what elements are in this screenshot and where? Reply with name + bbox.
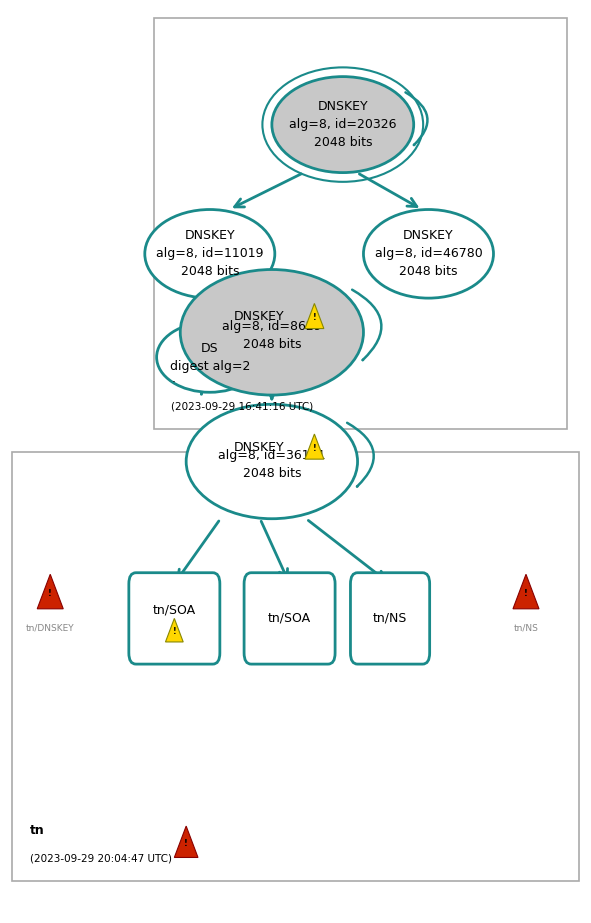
- Text: !: !: [313, 444, 316, 452]
- Polygon shape: [305, 304, 324, 329]
- Text: tn/SOA: tn/SOA: [268, 612, 311, 625]
- Text: alg=8, id=36171
2048 bits: alg=8, id=36171 2048 bits: [218, 449, 326, 480]
- FancyBboxPatch shape: [244, 572, 335, 665]
- Text: DNSKEY: DNSKEY: [233, 310, 284, 323]
- FancyArrowPatch shape: [352, 290, 381, 360]
- Text: tn/SOA: tn/SOA: [153, 604, 196, 617]
- Text: alg=8, id=8629
2048 bits: alg=8, id=8629 2048 bits: [222, 319, 322, 351]
- Text: !: !: [524, 589, 528, 598]
- Text: (2023-09-29 20:04:47 UTC): (2023-09-29 20:04:47 UTC): [30, 854, 171, 863]
- Ellipse shape: [157, 322, 263, 392]
- Text: tn/NS: tn/NS: [514, 624, 538, 633]
- Ellipse shape: [272, 77, 414, 173]
- Text: !: !: [48, 589, 52, 598]
- Ellipse shape: [180, 270, 363, 395]
- Polygon shape: [174, 826, 198, 857]
- Text: !: !: [184, 839, 188, 848]
- Polygon shape: [513, 574, 539, 609]
- Text: DNSKEY
alg=8, id=20326
2048 bits: DNSKEY alg=8, id=20326 2048 bits: [289, 100, 397, 150]
- Text: DS
digest alg=2: DS digest alg=2: [170, 342, 250, 373]
- Text: !: !: [173, 627, 176, 636]
- FancyArrowPatch shape: [347, 423, 374, 486]
- FancyBboxPatch shape: [12, 452, 579, 881]
- FancyBboxPatch shape: [129, 572, 220, 665]
- Polygon shape: [165, 618, 183, 642]
- Polygon shape: [305, 434, 324, 459]
- Ellipse shape: [186, 404, 358, 519]
- Polygon shape: [37, 574, 63, 609]
- Text: (2023-09-29 16:41:16 UTC): (2023-09-29 16:41:16 UTC): [171, 402, 314, 411]
- Text: tn/DNSKEY: tn/DNSKEY: [26, 624, 74, 633]
- Text: tn: tn: [30, 824, 44, 837]
- Ellipse shape: [363, 210, 493, 298]
- Text: DNSKEY
alg=8, id=11019
2048 bits: DNSKEY alg=8, id=11019 2048 bits: [156, 229, 264, 279]
- Text: .: .: [171, 372, 176, 385]
- FancyBboxPatch shape: [154, 18, 567, 429]
- Text: DNSKEY
alg=8, id=46780
2048 bits: DNSKEY alg=8, id=46780 2048 bits: [375, 229, 482, 279]
- FancyBboxPatch shape: [350, 572, 430, 665]
- Text: !: !: [313, 313, 316, 322]
- FancyArrowPatch shape: [405, 92, 427, 145]
- Ellipse shape: [145, 210, 275, 298]
- Text: DNSKEY: DNSKEY: [233, 441, 284, 454]
- Text: tn/NS: tn/NS: [373, 612, 407, 625]
